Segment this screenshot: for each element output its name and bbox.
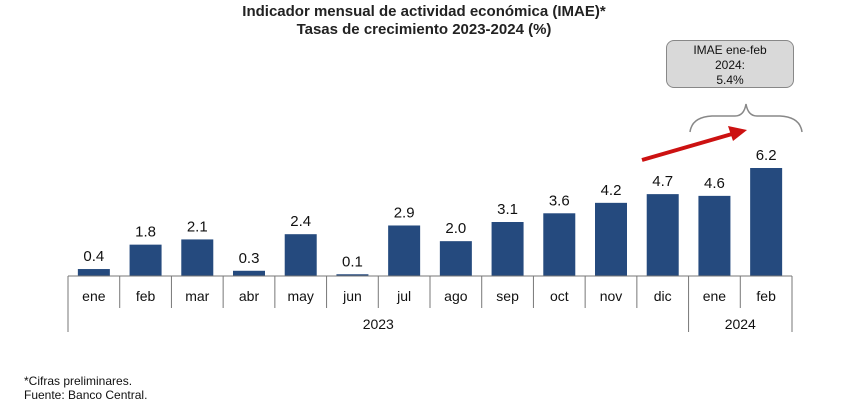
trend-arrow <box>641 126 747 162</box>
year-label-0: 2023 <box>363 316 394 332</box>
category-label-1: feb <box>136 288 156 304</box>
value-label-2: 2.1 <box>187 218 208 235</box>
category-label-2: mar <box>185 288 209 304</box>
category-label-3: abr <box>239 288 260 304</box>
bar-1 <box>129 244 162 276</box>
category-label-11: dic <box>654 288 672 304</box>
bar-2 <box>181 239 214 276</box>
value-label-9: 3.6 <box>549 192 570 209</box>
value-label-10: 4.2 <box>601 182 622 199</box>
value-label-6: 2.9 <box>394 204 415 221</box>
value-label-0: 0.4 <box>83 248 104 265</box>
category-label-4: may <box>287 288 313 304</box>
bar-11 <box>646 194 679 276</box>
bar-3 <box>233 270 265 276</box>
value-label-11: 4.7 <box>652 173 673 190</box>
category-label-12: ene <box>703 288 727 304</box>
callout-box: IMAE ene-feb 2024: 5.4% <box>666 40 794 88</box>
value-label-4: 2.4 <box>290 213 311 230</box>
chart-subtitle: Tasas de crecimiento 2023-2024 (%) <box>296 21 552 38</box>
bar-10 <box>595 202 627 276</box>
footnote-source: Fuente: Banco Central. <box>24 388 148 402</box>
bar-6 <box>388 225 421 276</box>
value-label-5: 0.1 <box>342 253 363 270</box>
bar-13 <box>750 168 783 276</box>
category-label-10: nov <box>600 288 623 304</box>
bar-9 <box>543 213 576 276</box>
value-label-3: 0.3 <box>239 250 260 267</box>
value-label-7: 2.0 <box>445 220 466 237</box>
footnote-preliminary: *Cifras preliminares. <box>24 374 133 388</box>
bar-8 <box>491 222 524 276</box>
bar-4 <box>284 234 317 276</box>
bar-12 <box>698 195 731 276</box>
callout-line1: IMAE ene-feb <box>693 43 767 57</box>
value-label-8: 3.1 <box>497 201 518 218</box>
year-label-1: 2024 <box>725 316 756 332</box>
value-label-13: 6.2 <box>756 147 777 164</box>
chart-title: Indicador mensual de actividad económica… <box>242 3 606 20</box>
value-label-1: 1.8 <box>135 224 156 241</box>
bar-5 <box>336 274 369 276</box>
callout-line2: 2024: <box>714 58 746 72</box>
callout-brace <box>689 103 803 133</box>
value-label-12: 4.6 <box>704 175 725 192</box>
category-label-9: oct <box>550 288 569 304</box>
category-label-7: ago <box>444 288 468 304</box>
category-label-6: jul <box>396 288 411 304</box>
category-label-0: ene <box>82 288 106 304</box>
bar-0 <box>77 269 110 276</box>
category-label-13: feb <box>756 288 776 304</box>
bar-7 <box>439 241 472 276</box>
category-label-5: jun <box>342 288 362 304</box>
callout-line3: 5.4% <box>716 73 744 87</box>
category-label-8: sep <box>496 288 519 304</box>
